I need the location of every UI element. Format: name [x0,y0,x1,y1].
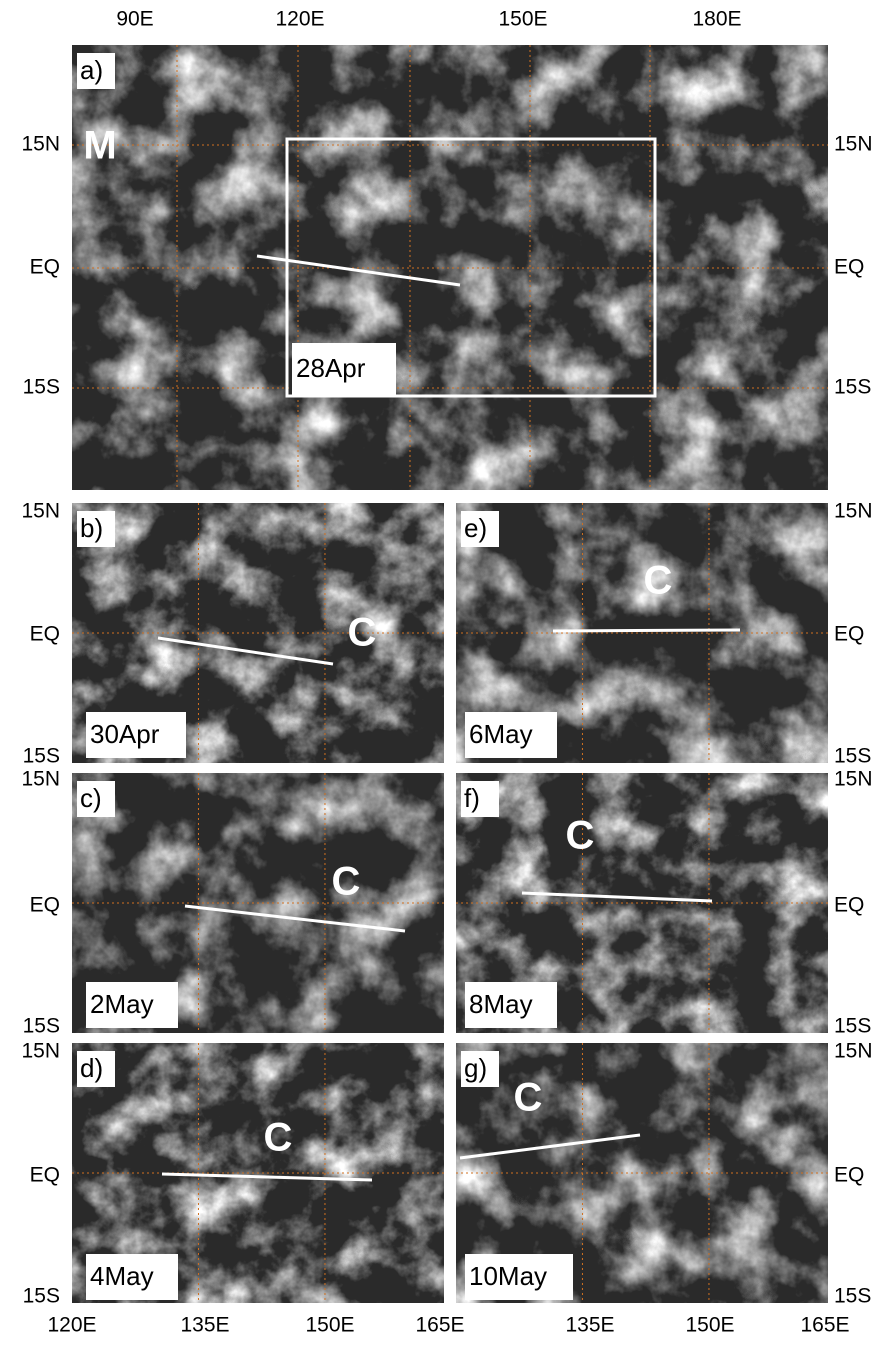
lat-label: EQ [30,1164,60,1187]
date-label: 6May [469,719,533,749]
lat-label: 15N [834,1040,873,1063]
lat-label: 15S [834,1015,871,1038]
lon-label: 150E [685,1314,734,1337]
marker-letter: C [566,814,595,858]
lat-label: 15S [23,1285,60,1308]
lat-label: EQ [30,256,60,279]
lon-label: 150E [498,8,547,31]
lat-label: EQ [834,256,864,279]
axis-line [553,630,740,631]
lat-label: 15N [21,500,60,523]
lat-label: 15S [23,1015,60,1038]
panel: c) C 2May [72,773,444,1033]
lat-label: EQ [30,623,60,646]
lon-label: 90E [116,8,153,31]
panel-label: d) [80,1053,103,1083]
lat-label: 15S [834,376,871,399]
lon-label: 165E [415,1314,464,1337]
date-label: 2May [90,989,154,1019]
panel: g) C 10May [456,1043,828,1303]
date-label: 30Apr [90,719,160,749]
lon-label: 120E [47,1314,96,1337]
marker-letter: C [644,559,673,603]
marker-letter: M [83,124,116,168]
date-label: 8May [469,989,533,1019]
panel: f) C 8May [456,773,828,1033]
lat-label: 15S [23,376,60,399]
panel: b) C 30Apr [72,503,444,763]
lat-label: EQ [834,623,864,646]
lat-label: 15N [834,500,873,523]
date-label: 10May [469,1261,547,1291]
marker-letter: C [264,1116,293,1160]
marker-letter: C [514,1076,543,1120]
marker-letter: C [332,860,361,904]
panel: e) C 6May [456,503,828,763]
lat-label: EQ [834,1164,864,1187]
panel-label: a) [80,55,103,85]
lon-label: 135E [180,1314,229,1337]
lon-label: 165E [800,1314,849,1337]
panel-label: e) [464,513,487,543]
lat-label: EQ [30,894,60,917]
lon-label: 135E [565,1314,614,1337]
cloud-cover [72,45,828,490]
date-label: 28Apr [296,353,366,383]
panel: a) M 28Apr [72,45,828,490]
lat-label: 15N [834,133,873,156]
lat-label: 15S [23,745,60,768]
lon-label: 120E [275,8,324,31]
panel: d) C 4May [72,1043,444,1303]
marker-letter: C [348,611,377,655]
lat-label: 15N [21,1040,60,1063]
panel-label: g) [464,1053,487,1083]
lat-label: EQ [834,894,864,917]
lat-label: 15N [834,768,873,791]
figure: a) M 28Apr b) C 30Apr c) C 2May d) C 4May e) C 6May f) C… [0,0,894,1342]
panel-label: b) [80,513,103,543]
panel-label: c) [80,783,102,813]
lat-label: 15N [21,133,60,156]
lat-label: 15N [21,768,60,791]
lat-label: 15S [834,1285,871,1308]
lat-label: 15S [834,745,871,768]
lon-label: 150E [305,1314,354,1337]
date-label: 4May [90,1261,154,1291]
lon-label: 180E [692,8,741,31]
panel-label: f) [464,783,480,813]
